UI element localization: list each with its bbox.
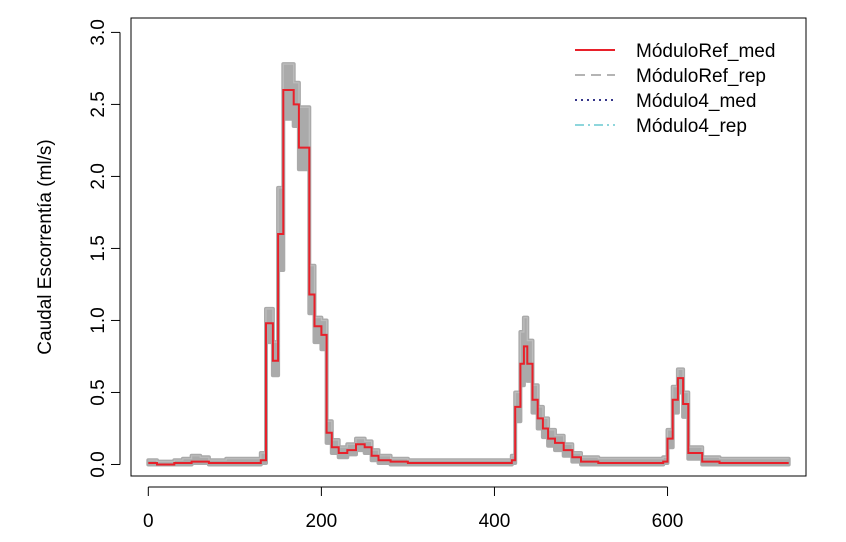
x-axis: 0 200 400 600 [143,486,684,532]
legend-label: MóduloRef_rep [636,66,766,87]
y-tick-label: 2.5 [88,91,109,117]
y-tick-label: 0.5 [88,379,109,405]
y-tick-label: 1.0 [88,307,109,333]
y-tick-label: 0.0 [88,451,109,477]
reference-median-line [148,89,789,466]
y-axis-label: Caudal Escorrentía (ml/s) [35,139,56,354]
legend-label: Módulo4_med [636,91,756,112]
y-axis: 0.0 0.5 1.0 1.5 2.0 2.5 3.0 [88,19,121,478]
x-tick-label: 600 [652,511,684,532]
x-tick-label: 0 [143,511,154,532]
legend-label: Módulo4_rep [636,116,747,137]
median-series-line [148,89,789,466]
legend: MóduloRef_med MóduloRef_rep Módulo4_med Mód… [575,41,775,137]
y-tick-label: 2.0 [88,163,109,189]
x-tick-label: 200 [306,511,338,532]
x-tick-label: 400 [479,511,511,532]
plot-frame [130,17,807,477]
replicate-upper-line [148,63,789,463]
y-tick-label: 1.5 [88,235,109,261]
legend-label: MóduloRef_med [636,41,775,62]
y-tick-label: 3.0 [88,19,109,45]
